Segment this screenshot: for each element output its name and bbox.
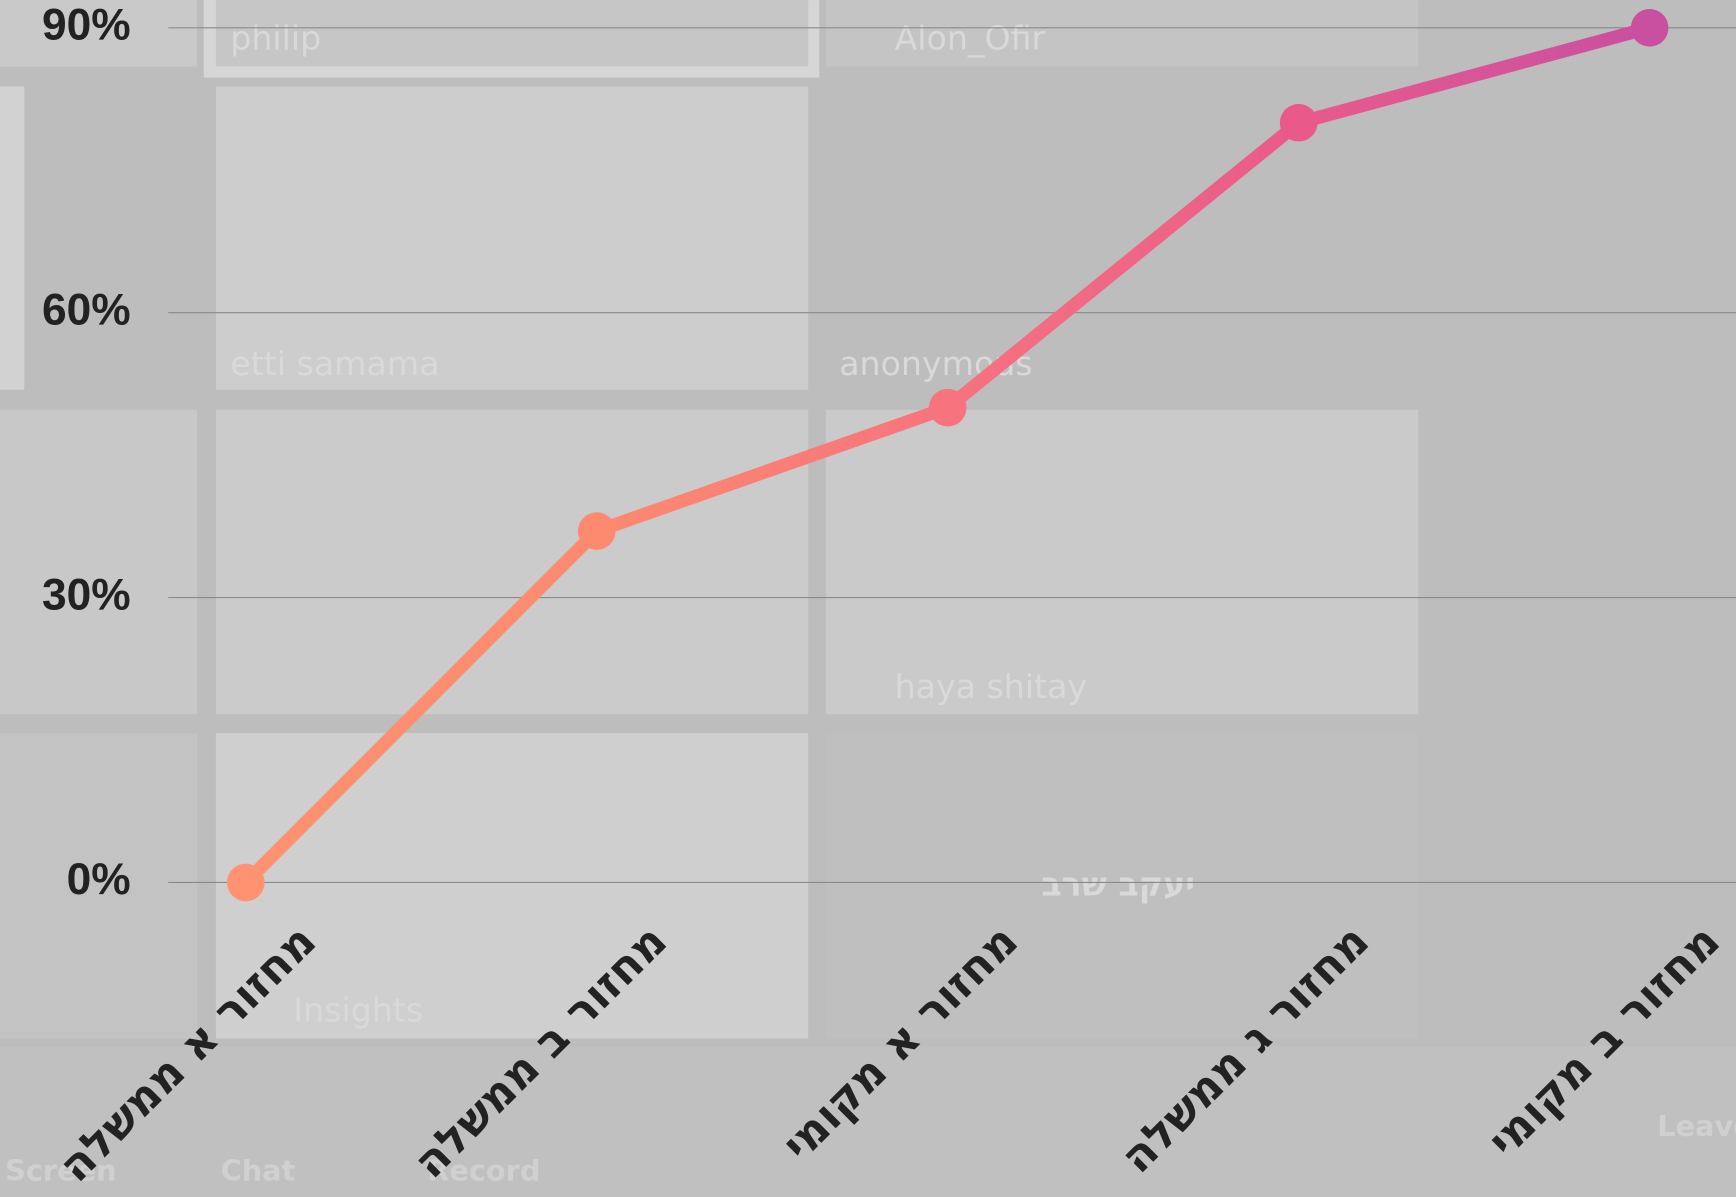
tile-name: Insights <box>293 991 423 1030</box>
tile-name: Alon_Ofir <box>895 18 1046 57</box>
toolbar-label: Chat <box>221 1153 296 1187</box>
screenshot: philip Alon_Ofir etti samama anonymous h… <box>0 0 1736 1197</box>
tile <box>0 86 24 389</box>
tile <box>0 410 197 714</box>
y-tick-label: 60% <box>42 285 131 334</box>
point <box>1631 9 1669 47</box>
tile-name: etti samama <box>230 344 439 383</box>
page: {"chart_data": {"type": "line", "categor… <box>0 0 1736 1197</box>
point <box>929 389 967 427</box>
tile <box>216 410 808 714</box>
video-background: philip Alon_Ofir etti samama anonymous h… <box>0 0 1736 1197</box>
tile-name: philip <box>230 18 321 57</box>
point <box>1280 104 1318 142</box>
toolbar-label: Leave <box>1657 1109 1736 1143</box>
y-tick-label: 0% <box>67 855 131 904</box>
point <box>227 864 265 902</box>
y-tick-label: 90% <box>42 0 131 49</box>
tile-name: haya shitay <box>895 667 1088 706</box>
tile-name: יעקב שרב <box>1041 864 1195 903</box>
y-tick-label: 30% <box>42 570 131 619</box>
point <box>578 512 616 550</box>
